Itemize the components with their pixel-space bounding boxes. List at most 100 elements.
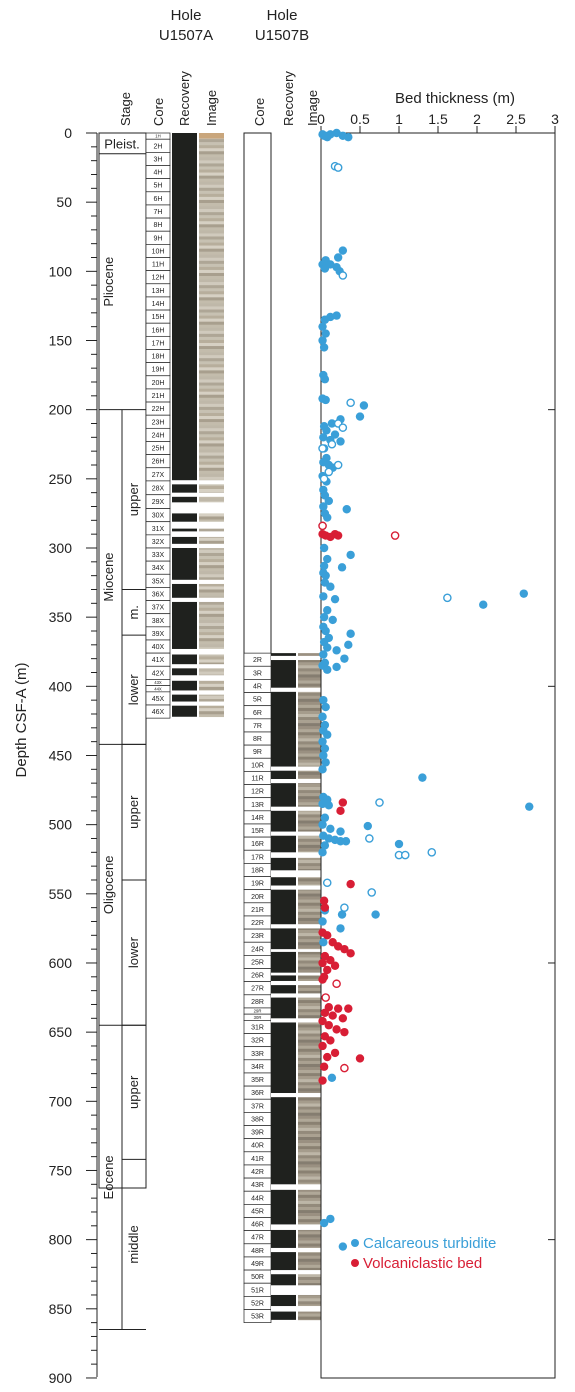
image-band (199, 434, 224, 438)
core-label: 1H (155, 134, 160, 139)
image-band (199, 166, 224, 170)
image-band (298, 1021, 321, 1025)
core-label: 4H (154, 170, 163, 177)
core-label: 43X (154, 680, 162, 685)
image-gap (298, 870, 321, 878)
image-band (298, 930, 321, 934)
recovery-gap (172, 675, 197, 681)
core-label: 33R (251, 1051, 264, 1058)
image-band (199, 297, 224, 301)
core-label: 44R (251, 1195, 264, 1202)
image-band (199, 215, 224, 219)
image-band (199, 239, 224, 243)
core-label: 27X (152, 472, 165, 479)
image-band (199, 440, 224, 444)
data-point (321, 702, 330, 712)
depth-tick-label: 500 (49, 817, 73, 833)
image-band (298, 747, 321, 751)
core-label: 8H (154, 222, 163, 229)
image-band (298, 783, 321, 788)
image-band (199, 282, 224, 286)
image-band (199, 683, 224, 688)
image-band (199, 145, 224, 149)
core-label: 25H (152, 446, 165, 453)
hole-a-columns: 1H 2H 3H 4H 5H 6H 7H 8H 9H 10H 11H 12H 13H 14H 15H 16H 1… (145, 132, 224, 719)
core-label: 39X (152, 631, 165, 638)
image-band (298, 1079, 321, 1083)
image-band (199, 540, 224, 545)
image-band (298, 793, 321, 797)
data-point (319, 1062, 329, 1071)
image-band (199, 276, 224, 280)
image-band (199, 537, 224, 542)
stage-label: Oligocene (101, 856, 116, 915)
data-point (319, 650, 328, 659)
image-band (199, 589, 224, 593)
depth-tick-label: 400 (49, 678, 73, 694)
image-band (199, 671, 224, 676)
data-point (318, 820, 327, 829)
recovery-bar (172, 133, 197, 717)
image-band (298, 1200, 321, 1205)
data-point-open (319, 474, 329, 484)
image-band (199, 616, 224, 621)
data-point (336, 924, 345, 933)
x-tick-label: 0 (317, 111, 325, 127)
legend-marker-turbidite (351, 1239, 359, 1247)
image-band (298, 826, 321, 830)
image-gap (298, 924, 321, 929)
image-band (199, 333, 224, 338)
image-band (199, 224, 224, 228)
data-point (320, 744, 330, 753)
image-band (199, 291, 224, 295)
core-label: 8R (253, 736, 262, 743)
image-band (298, 1316, 321, 1320)
image-band (199, 349, 224, 353)
data-point (321, 571, 330, 580)
core-label: 36R (251, 1090, 264, 1097)
recovery-b-group (271, 653, 296, 1320)
image-gap (298, 852, 321, 858)
image-band (199, 489, 224, 493)
depth-tick-label: 50 (56, 194, 72, 210)
core-label: 10H (152, 248, 165, 255)
image-band (298, 835, 321, 840)
image-band (199, 272, 224, 277)
image-band (199, 300, 224, 304)
image-band (298, 1173, 321, 1177)
image-band (298, 741, 321, 745)
image-band (199, 577, 224, 581)
stage-label: Miocene (101, 552, 116, 601)
image-band (298, 942, 321, 946)
image-band (298, 905, 321, 910)
image-gap (298, 1306, 321, 1312)
hole-b-columns: 2R 3R 4R 5R 6R 7R 8R 9R 10R 11R 12R 13R 14R 15R 16R 17R… (243, 132, 321, 1323)
image-gap (298, 993, 321, 998)
image-band (298, 720, 321, 724)
image-band (199, 516, 224, 520)
image-band (199, 154, 224, 158)
image-band (298, 878, 321, 882)
data-point-open (346, 398, 355, 408)
core-label: 18R (251, 867, 264, 874)
data-point-open (318, 521, 327, 531)
data-point (355, 1054, 365, 1063)
image-band (298, 1210, 321, 1214)
image-band (298, 1048, 321, 1053)
image-band (199, 367, 224, 371)
image-band (298, 1237, 321, 1241)
data-point (323, 554, 332, 564)
image-band (199, 403, 224, 408)
image-band (298, 1313, 321, 1317)
core-label: 9H (154, 235, 163, 242)
image-band (298, 1097, 321, 1101)
data-point (363, 821, 372, 831)
image-band (199, 470, 224, 475)
image-gap (298, 972, 321, 976)
core-label: 17R (251, 854, 264, 861)
data-point (323, 931, 332, 940)
image-band (199, 321, 224, 326)
image-band (199, 592, 224, 596)
data-point (324, 801, 333, 810)
data-point (336, 806, 345, 816)
